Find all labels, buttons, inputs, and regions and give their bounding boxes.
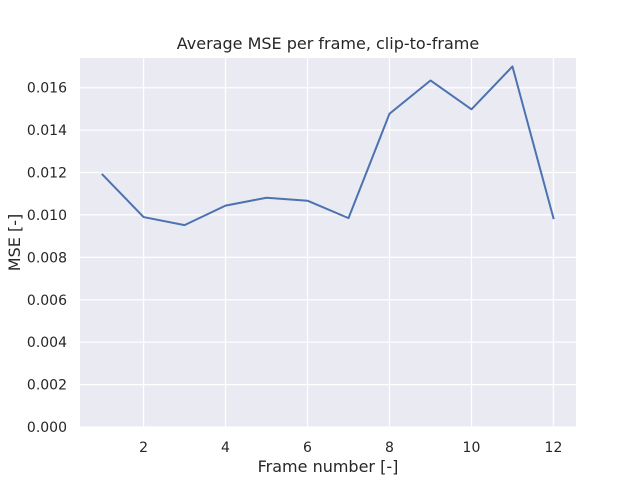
x-tick-label: 6 [303, 440, 312, 456]
series-layer [101, 65, 555, 227]
y-tick-label: 0.010 [27, 208, 67, 224]
x-tick-label: 10 [463, 440, 481, 456]
plot-area [80, 58, 576, 427]
y-tick-label: 0.004 [27, 335, 67, 351]
y-tick-label: 0.012 [27, 166, 67, 182]
grid-lines [80, 58, 576, 428]
y-tick-label: 0.002 [27, 378, 67, 394]
y-tick-label: 0.016 [27, 81, 67, 97]
x-axis-title: Frame number [-] [258, 457, 399, 476]
chart-title: Average MSE per frame, clip-to-frame [177, 34, 479, 53]
y-tick-label: 0.000 [27, 420, 67, 436]
y-axis-title: MSE [-] [5, 214, 24, 271]
x-tick-label: 4 [221, 440, 230, 456]
y-tick-label: 0.014 [27, 123, 67, 139]
x-tick-label: 8 [385, 440, 394, 456]
y-tick-labels: 0.000 0.002 0.004 0.006 0.008 0.010 0.012 0.014… [27, 81, 67, 436]
x-tick-labels: 2 4 6 8 10 12 [139, 440, 562, 456]
x-tick-label: 12 [545, 440, 563, 456]
x-tick-label: 2 [139, 440, 148, 456]
y-tick-label: 0.008 [27, 250, 67, 266]
y-tick-label: 0.006 [27, 293, 67, 309]
series-line [101, 65, 555, 227]
